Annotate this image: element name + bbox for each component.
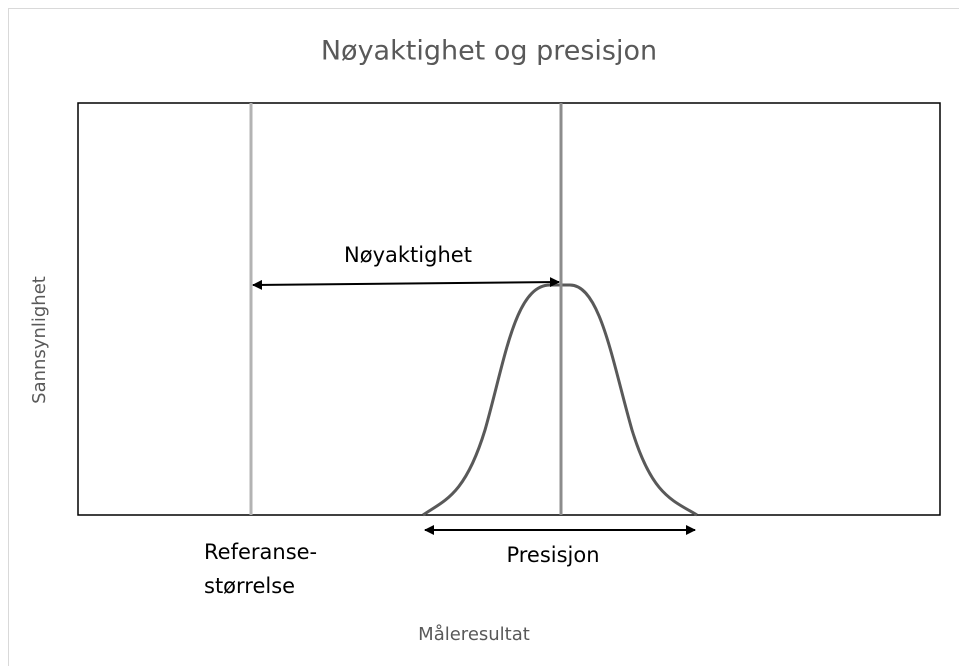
y-axis-label: Sannsynlighet	[29, 276, 50, 404]
reference-label: Referanse-	[204, 540, 317, 564]
x-axis-label: Måleresultat	[418, 624, 530, 645]
reference-label: størrelse	[204, 574, 295, 598]
accuracy-label: Nøyaktighet	[344, 243, 472, 267]
title: Nøyaktighet og presisjon	[321, 36, 657, 67]
precision-label: Presisjon	[506, 543, 599, 567]
accuracy-arrow	[252, 277, 560, 290]
plot-area	[77, 102, 941, 516]
chart-border	[8, 8, 959, 666]
